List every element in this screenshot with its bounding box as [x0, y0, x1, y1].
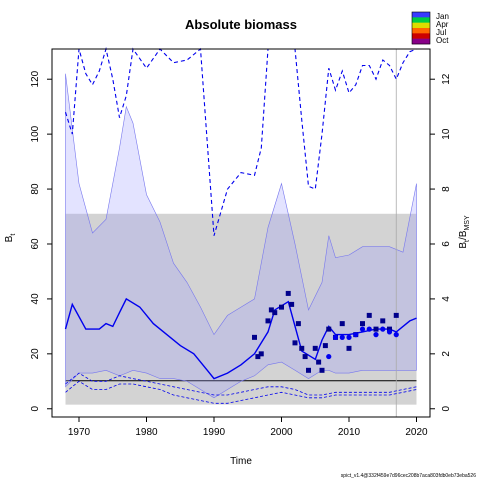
y-left-tick-label: 60: [30, 238, 41, 250]
index-point: [322, 343, 328, 349]
y-left-tick-label: 80: [30, 183, 41, 195]
legend-swatch: [412, 17, 430, 23]
x-tick-label: 2000: [270, 427, 293, 438]
y-right-tick-label: 4: [441, 296, 452, 302]
bmsy-band: [65, 213, 417, 405]
x-tick-label: 1970: [68, 427, 91, 438]
y-right-tick-label: 2: [441, 351, 452, 357]
x-tick-label: 2010: [338, 427, 361, 438]
y-left-sub: t: [10, 234, 17, 236]
y-right-tick-label: 6: [441, 241, 452, 247]
y-right-tick-label: 10: [441, 128, 452, 140]
index-point: [326, 326, 332, 332]
index-point: [339, 321, 345, 327]
biomass-ci-lower-line: [65, 380, 417, 404]
legend-frame: [411, 11, 431, 45]
x-axis: 1970 1980 1990 2000 2010 2020: [68, 417, 428, 438]
legend-swatch: [412, 12, 430, 18]
y-right-tick-label: 12: [441, 73, 452, 85]
bmsy-band-layer: [65, 213, 417, 405]
legend-label: Jul: [436, 28, 446, 37]
index-point-secondary: [332, 334, 339, 340]
plot-frame: [51, 48, 431, 418]
y-axis-left-title: Bt: [4, 234, 17, 243]
y-axis-right-title: Bt/BMSY: [458, 215, 471, 249]
legend-label: Apr: [436, 20, 449, 29]
legend-label: Oct: [436, 36, 449, 45]
index-point-secondary: [380, 326, 386, 332]
relative-biomass-dashed-line: [64, 46, 417, 236]
index-point: [252, 334, 257, 340]
index-point-secondary: [346, 334, 352, 340]
index-point-secondary: [366, 326, 372, 332]
y-right-tick-label: 0: [441, 406, 452, 412]
legend-swatch: [412, 28, 430, 34]
index-point: [285, 290, 291, 296]
index-points-layer: [252, 290, 399, 373]
confidence-band-layer: [65, 73, 417, 399]
y-right-sub: t: [464, 240, 471, 242]
legend-swatch: [412, 22, 430, 29]
legend-label: Jan: [436, 12, 449, 21]
index-point: [319, 367, 325, 373]
confidence-band: [65, 73, 417, 399]
y-left-tick-label: 20: [30, 348, 41, 360]
x-tick-label: 2020: [405, 427, 428, 438]
x-tick-label: 1980: [135, 427, 158, 438]
index-point: [373, 326, 379, 332]
index-point: [312, 345, 318, 351]
index-point: [265, 318, 271, 324]
index-point: [292, 340, 298, 346]
index-point: [295, 321, 301, 327]
version-footnote: spict_v1.4@332f459e7d96cec208b7aca803fdb…: [341, 473, 476, 479]
y-right-tick-label: 8: [441, 186, 452, 192]
y-left-tick-label: 100: [30, 125, 41, 142]
legend-swatch: [412, 38, 430, 45]
legend-swatch: [412, 33, 430, 39]
index-point: [366, 312, 372, 318]
index-point: [316, 359, 322, 365]
index-point: [306, 367, 311, 373]
index-point-secondary: [339, 334, 345, 340]
index-point-secondary: [326, 353, 332, 360]
y-right-suffix: /B: [458, 230, 469, 240]
chart-title: Absolute biomass: [185, 17, 297, 32]
index-point: [360, 321, 365, 327]
index-point: [393, 312, 399, 318]
index-point: [346, 345, 352, 351]
index-point-secondary: [393, 332, 399, 338]
index-point: [302, 354, 308, 360]
plot-area: [51, 46, 431, 418]
index-point-secondary: [359, 326, 366, 332]
y-left-tick-label: 0: [30, 406, 41, 412]
index-point: [255, 354, 261, 360]
index-point-secondary: [386, 329, 393, 335]
index-point: [387, 326, 392, 332]
index-point: [289, 301, 295, 307]
y-right-main: B: [458, 242, 469, 249]
index-point: [258, 351, 264, 357]
biomass-ci-upper-line: [65, 372, 417, 396]
x-tick-label: 1990: [203, 427, 226, 438]
y-axis-left: 0 20 40 60 80 100 120: [30, 70, 52, 412]
index-point-secondary: [373, 332, 379, 338]
index-point: [268, 307, 274, 313]
y-left-tick-label: 40: [30, 293, 41, 305]
index-point: [299, 345, 305, 351]
y-axis-right: 0 2 4 6 8 10 12: [430, 73, 452, 412]
y-left-main: B: [4, 235, 15, 242]
x-axis-title: Time: [230, 456, 252, 467]
y-left-tick-label: 120: [30, 70, 41, 87]
index-point: [380, 318, 386, 324]
index-point-secondary: [353, 332, 359, 338]
index-point: [279, 304, 284, 310]
y-right-suffix-sub: MSY: [464, 215, 471, 231]
index-point: [272, 310, 278, 316]
